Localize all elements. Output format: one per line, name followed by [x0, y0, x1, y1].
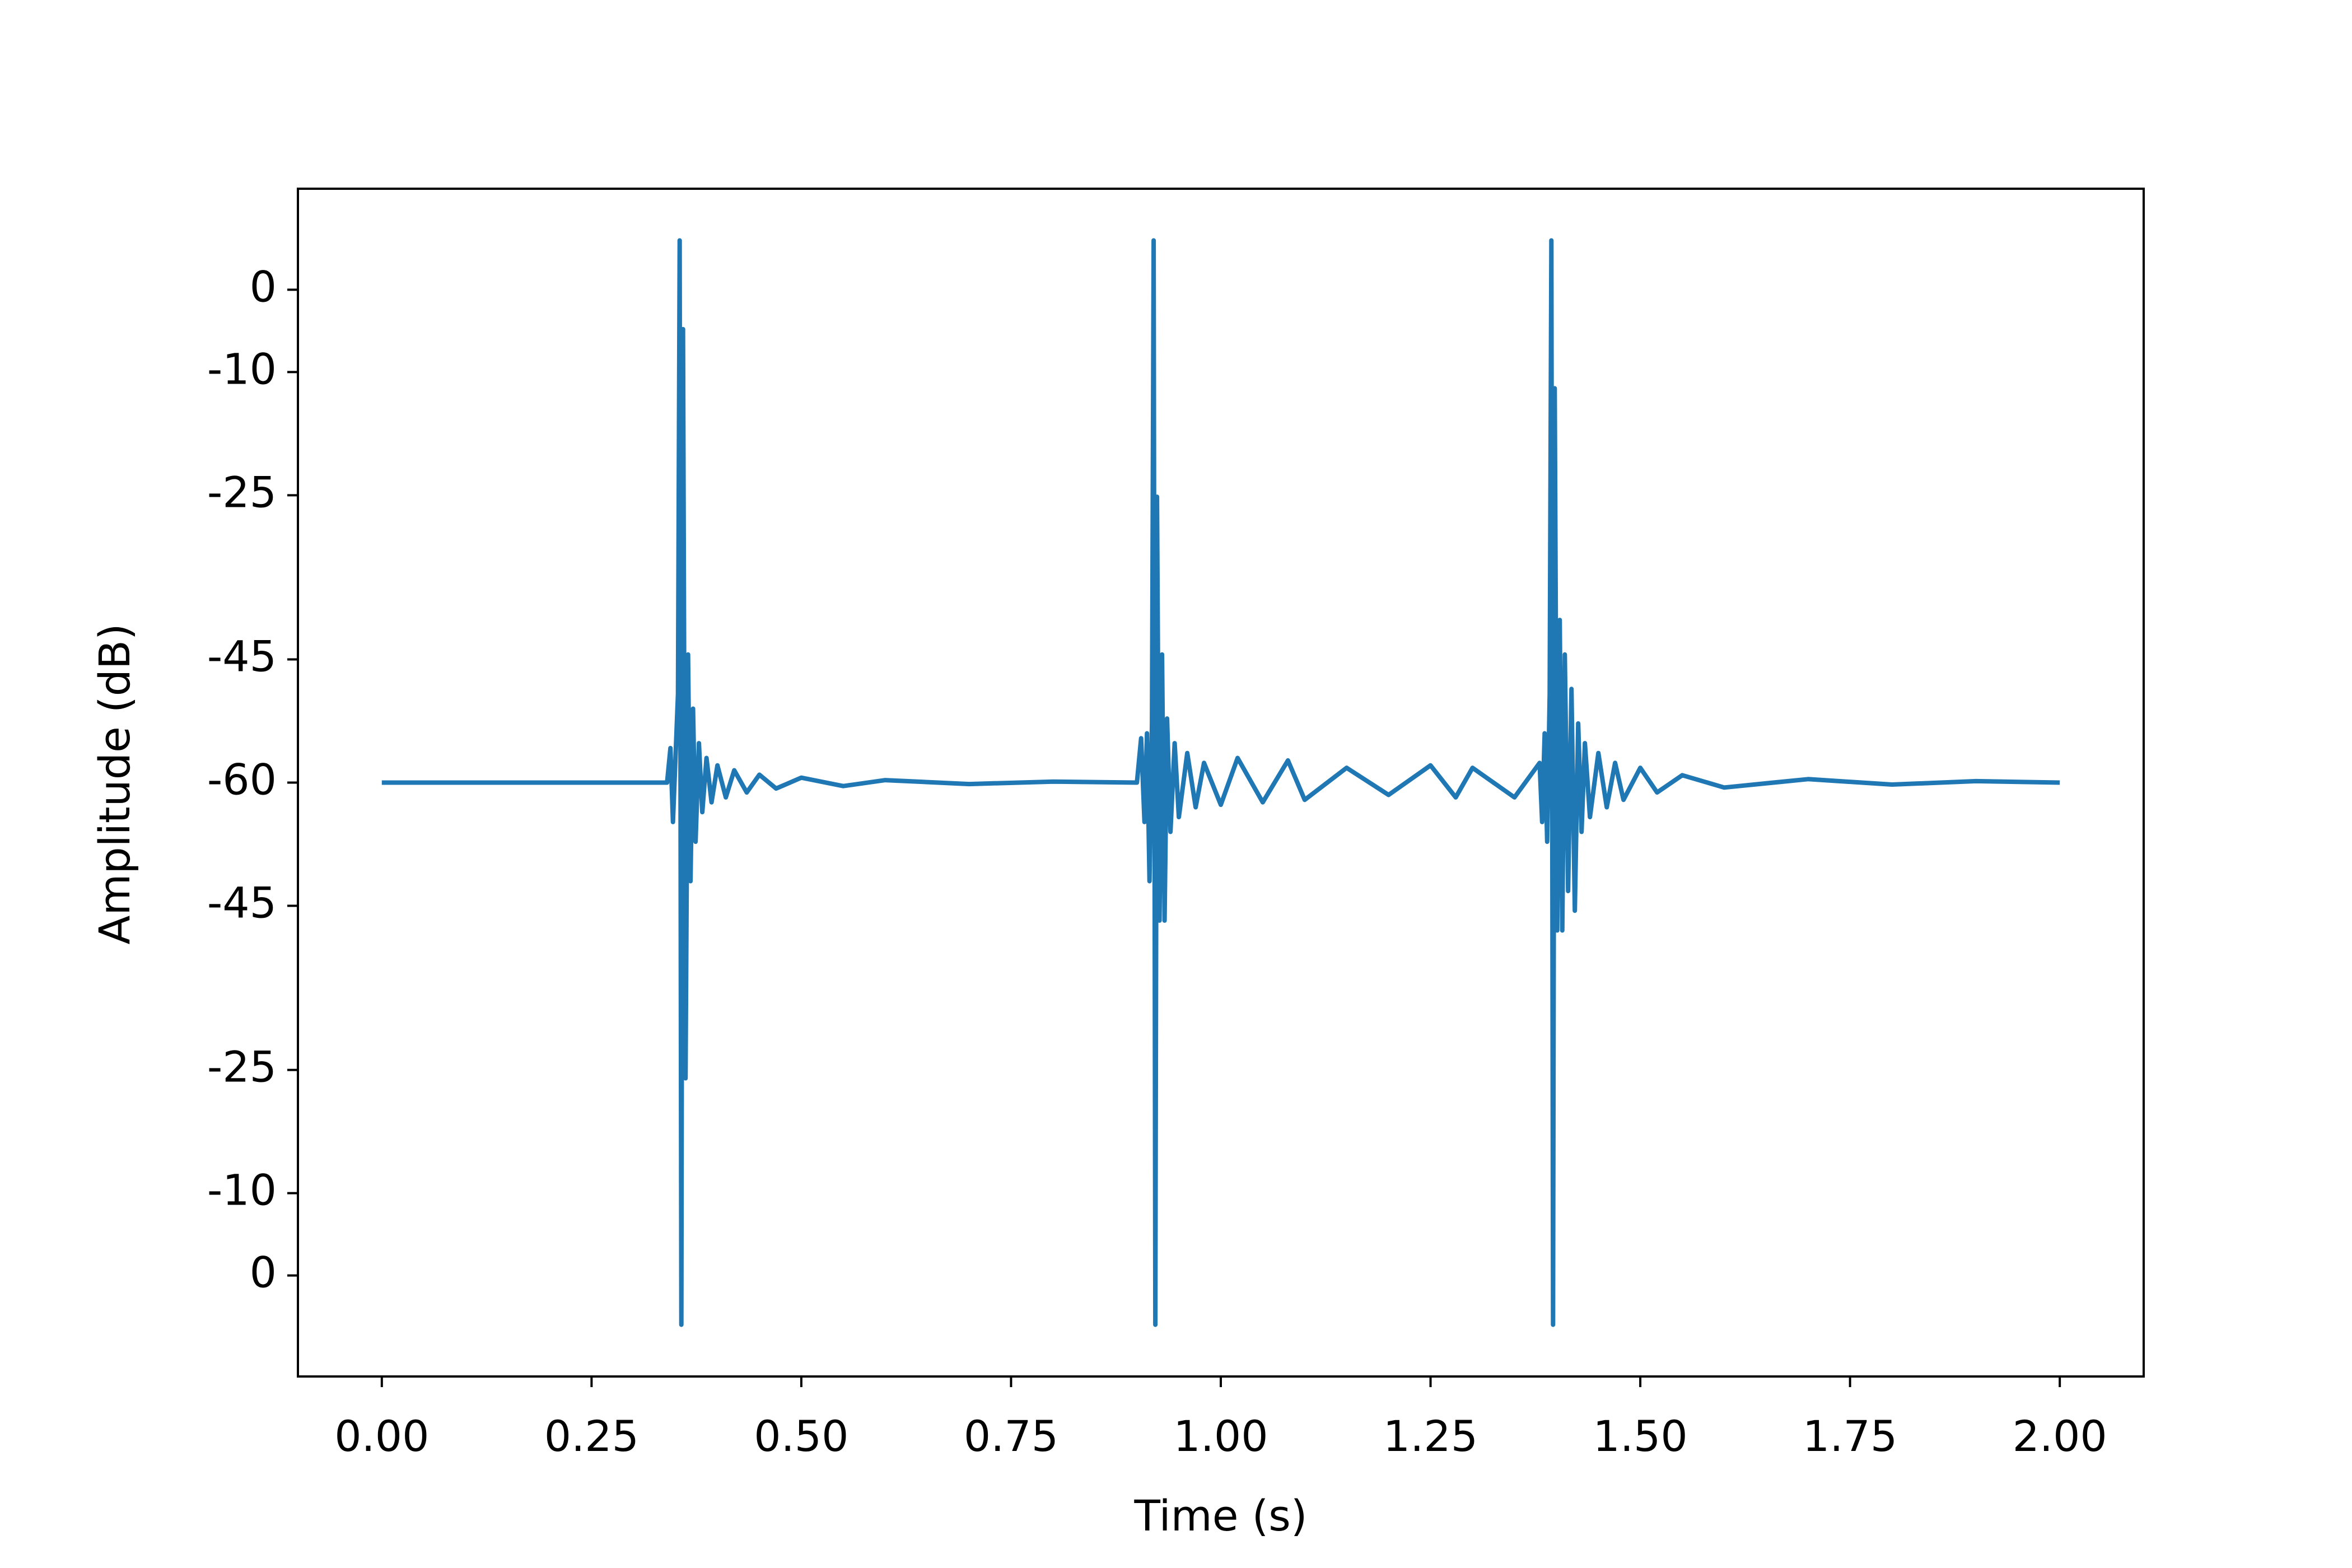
y-tick-label: 0: [250, 262, 277, 311]
x-tick-label: 1.75: [1803, 1411, 1897, 1461]
x-axis-label: Time (s): [1133, 1491, 1307, 1541]
waveform-line: [381, 238, 2060, 1327]
y-tick-label: -10: [207, 1165, 277, 1215]
x-tick-label: 0.50: [754, 1411, 848, 1461]
x-tick-label: 1.25: [1383, 1411, 1478, 1461]
y-tick-label: -45: [207, 878, 277, 928]
x-tick-label: 0.75: [964, 1411, 1058, 1461]
y-tick-label: -45: [207, 631, 277, 681]
plot-frame: [297, 188, 2145, 1378]
x-tick-label: 1.50: [1593, 1411, 1687, 1461]
y-tick-label: -25: [207, 1042, 277, 1092]
x-tick-label: 1.00: [1173, 1411, 1268, 1461]
x-tick-label: 0.00: [334, 1411, 429, 1461]
y-tick-label: 0: [250, 1248, 277, 1298]
y-tick-label: -60: [207, 754, 277, 804]
x-tick-label: 0.25: [544, 1411, 639, 1461]
y-axis-label: Amplitude (dB): [90, 623, 139, 944]
y-tick-label: -25: [207, 467, 277, 517]
x-tick-label: 2.00: [2013, 1411, 2107, 1461]
y-tick-label: -10: [207, 344, 277, 394]
